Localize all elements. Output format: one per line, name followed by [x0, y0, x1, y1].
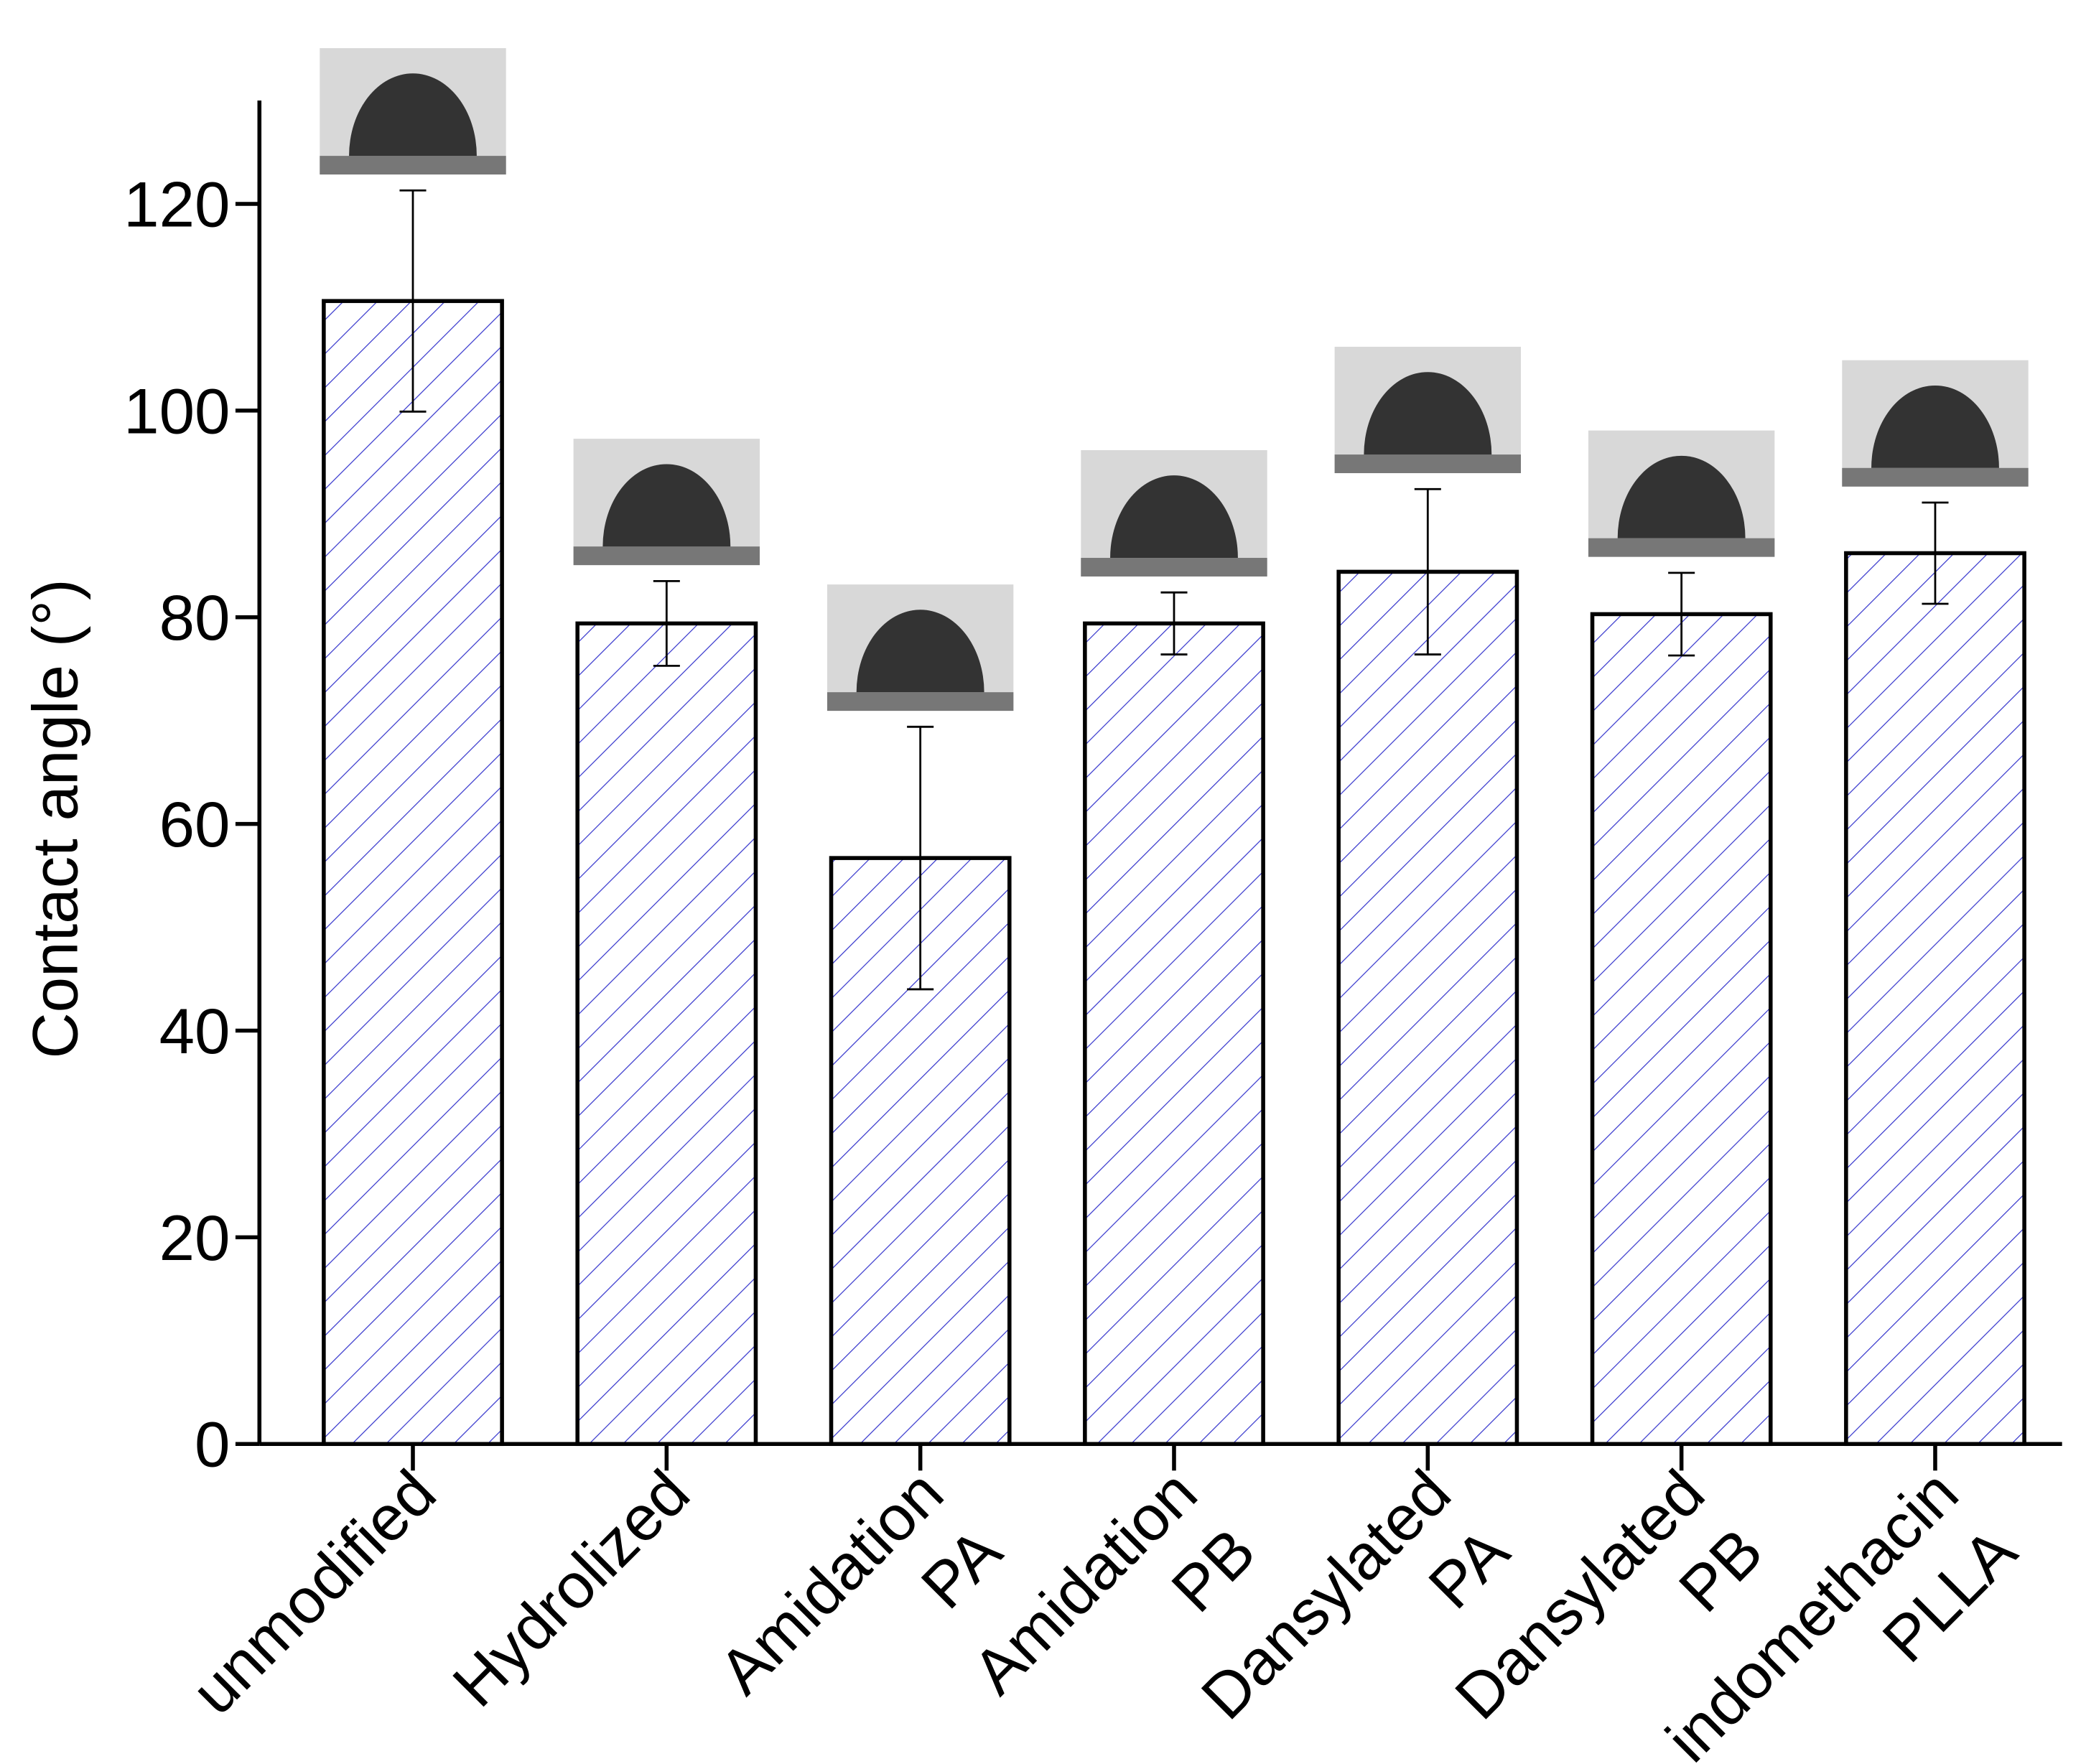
error-bar — [653, 579, 680, 667]
error-bar — [1922, 501, 1949, 605]
bar — [1844, 551, 2026, 1447]
droplet-image — [1081, 449, 1267, 577]
y-tick-label: 20 — [159, 1203, 231, 1274]
error-bar — [907, 725, 934, 991]
error-bar — [1668, 571, 1695, 657]
x-tick-label: unmodified — [178, 1457, 450, 1728]
y-tick-label: 80 — [159, 582, 231, 653]
bar — [1083, 621, 1265, 1447]
error-bar — [1414, 487, 1441, 655]
error-bar — [1160, 591, 1188, 655]
photo-surface — [573, 546, 760, 566]
x-tick-label: Hydrolized — [439, 1457, 703, 1720]
droplet-image — [1334, 347, 1522, 474]
y-tick-label: 60 — [159, 789, 231, 860]
droplet-image — [320, 48, 506, 175]
error-bar — [399, 189, 427, 413]
photo-surface — [1081, 558, 1267, 577]
y-tick-label: 100 — [124, 375, 230, 447]
bar — [322, 299, 504, 1447]
y-axis-label: Contact angle (°) — [19, 579, 90, 1058]
bar — [1336, 569, 1519, 1447]
droplet-image — [573, 439, 760, 566]
y-tick-label: 0 — [195, 1409, 230, 1480]
droplet-image — [1588, 430, 1775, 557]
droplet — [1364, 372, 1492, 455]
bar — [575, 621, 758, 1447]
x-tick-label: AmidationPB — [959, 1457, 1269, 1764]
droplet — [602, 464, 731, 547]
photo-surface — [320, 156, 506, 175]
x-tick-label: DansylatedPA — [1188, 1456, 1522, 1764]
x-tick-label-line: unmodified — [178, 1457, 450, 1728]
photo-surface — [1842, 467, 2029, 487]
droplet — [856, 610, 984, 693]
droplet — [1110, 475, 1238, 559]
droplet — [1617, 455, 1746, 538]
y-tick-label: 40 — [159, 996, 231, 1067]
droplet — [1871, 385, 1999, 468]
bar — [1590, 612, 1773, 1447]
droplet-image — [1842, 360, 2029, 487]
droplet-image — [827, 584, 1014, 711]
photo-surface — [1334, 454, 1522, 474]
x-tick-label: AmidationPA — [706, 1456, 1015, 1764]
y-tick-label: 120 — [124, 169, 230, 240]
droplet — [349, 73, 477, 157]
photo-surface — [1588, 538, 1775, 557]
photo-surface — [827, 692, 1014, 711]
x-tick-label-line: Hydrolized — [439, 1457, 703, 1720]
